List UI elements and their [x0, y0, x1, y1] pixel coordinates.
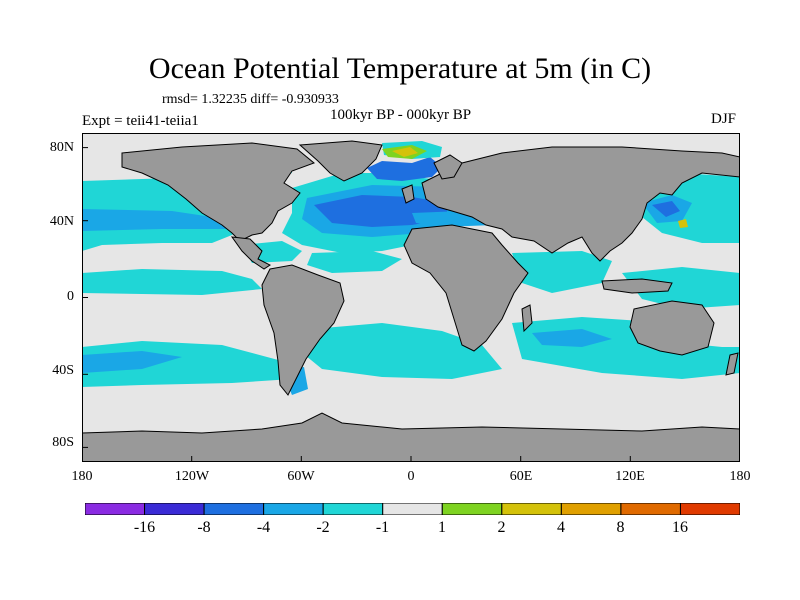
colorbar-label-8: 8: [616, 519, 625, 536]
anomaly-southern-atlantic: [300, 323, 502, 379]
colorbar-segment: [203, 503, 265, 515]
colorbar: [85, 503, 740, 515]
colorbar-segment: [501, 503, 562, 515]
colorbar-label-neg8: -8: [197, 519, 211, 536]
anomaly-japan-yellow: [678, 219, 688, 228]
colorbar-label-neg16: -16: [133, 519, 156, 536]
x-tick-120e: 120E: [615, 469, 645, 484]
land-greenland: [298, 140, 383, 182]
colorbar-label-1: 1: [438, 519, 446, 536]
colorbar-label-neg1: -1: [375, 519, 390, 536]
colorbar-label-2: 2: [497, 519, 506, 536]
land-eurasia: [421, 146, 740, 262]
colorbar-segment: [382, 503, 443, 515]
land-madagascar: [521, 304, 533, 333]
anomaly-north-pacific-2: [82, 209, 242, 231]
land-scandinavia: [433, 154, 463, 180]
colorbar-segment: [263, 503, 324, 515]
map-plot: [82, 133, 740, 462]
experiment-label: Expt = teii41-teiia1: [82, 113, 199, 129]
colorbar-label-neg2: -2: [316, 519, 330, 536]
anomaly-arctic-yellow: [392, 147, 418, 157]
period-label: 100kyr BP - 000kyr BP: [330, 107, 472, 123]
y-tick-40n: 40N: [49, 214, 74, 229]
land-south-america: [261, 264, 345, 396]
land-australia: [629, 300, 715, 356]
stats-text: rmsd= 1.32235 diff= -0.930933: [162, 92, 339, 107]
x-tick-180w: 180: [71, 469, 93, 484]
land-africa: [403, 224, 529, 352]
y-tick-40s: 40S: [52, 363, 74, 378]
land: [82, 140, 740, 462]
y-tick-80s: 80S: [52, 435, 74, 450]
page-title: Ocean Potential Temperature at 5m (in C): [148, 52, 652, 85]
x-tick-120w: 120W: [174, 469, 210, 484]
y-tick-80n: 80N: [49, 140, 74, 155]
colorbar-segment: [322, 503, 384, 515]
land-central-america: [230, 236, 271, 270]
x-tick-180e: 180: [729, 469, 751, 484]
colorbar-label-16: 16: [672, 519, 688, 536]
anomaly-nordic-blue: [367, 157, 442, 181]
land-new-zealand: [725, 352, 739, 376]
anomaly-atlantic-blue: [314, 195, 447, 227]
anomaly-tropical-pacific: [82, 269, 262, 295]
anomaly-trop-atlantic: [307, 251, 402, 273]
anomaly-japan-blue-2: [652, 201, 680, 217]
colorbar-segment: [85, 503, 146, 515]
land-uk: [401, 184, 415, 204]
land-antarctica: [82, 412, 740, 462]
colorbar-segment: [679, 503, 740, 515]
anomaly-patches: [82, 141, 740, 395]
colorbar-segment: [560, 503, 622, 515]
x-tick-60w: 60W: [287, 469, 315, 484]
colorbar-segment: [441, 503, 503, 515]
colorbar-segment: [144, 503, 205, 515]
x-tick-60e: 60E: [509, 469, 533, 484]
colorbar-segment: [620, 503, 681, 515]
x-tick-0: 0: [407, 469, 415, 484]
colorbar-label-4: 4: [557, 519, 565, 536]
map-ticks: [82, 147, 631, 462]
colorbar-label-neg4: -4: [256, 519, 271, 536]
season-label: DJF: [711, 111, 737, 127]
anomaly-indian-north: [512, 251, 612, 293]
anomaly-southern-indian-blue: [532, 329, 612, 347]
y-tick-0: 0: [67, 289, 74, 304]
anomaly-southern-pacific-blue: [82, 351, 182, 373]
land-indonesia: [601, 278, 673, 294]
anomaly-maritime: [622, 267, 740, 309]
land-north-america: [121, 142, 315, 242]
